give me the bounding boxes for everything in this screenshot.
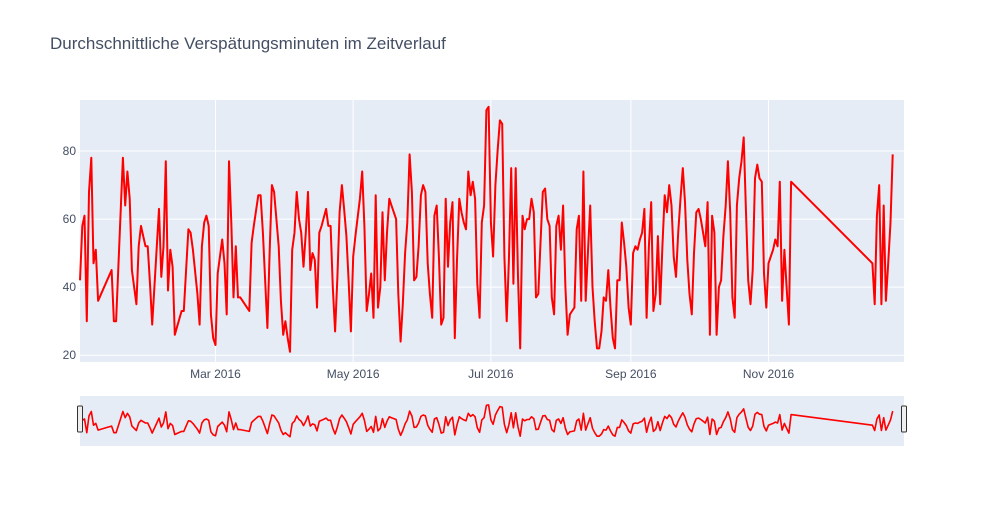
x-tick-label: Mar 2016 (190, 367, 241, 381)
y-tick-label: 40 (63, 280, 77, 294)
range-slider-series-line (79, 404, 894, 438)
range-slider-handles[interactable] (77, 405, 907, 433)
x-tick-label: May 2016 (327, 367, 380, 381)
y-tick-label: 80 (63, 144, 77, 158)
x-tick-label: Nov 2016 (743, 367, 795, 381)
x-tick-label: Jul 2016 (468, 367, 514, 381)
range-slider-left-handle[interactable] (77, 405, 83, 433)
series-line (79, 105, 894, 353)
range-slider-right-handle[interactable] (901, 405, 907, 433)
y-tick-label: 60 (63, 212, 77, 226)
x-tick-label: Sep 2016 (605, 367, 657, 381)
x-axis-ticks: Mar 2016 May 2016 Jul 2016 Sep 2016 Nov 2016 (190, 367, 794, 381)
y-tick-label: 20 (63, 348, 77, 362)
y-axis-ticks: 20 40 60 80 (63, 144, 77, 362)
chart-title: Durchschnittliche Verspätungsminuten im … (50, 34, 446, 53)
